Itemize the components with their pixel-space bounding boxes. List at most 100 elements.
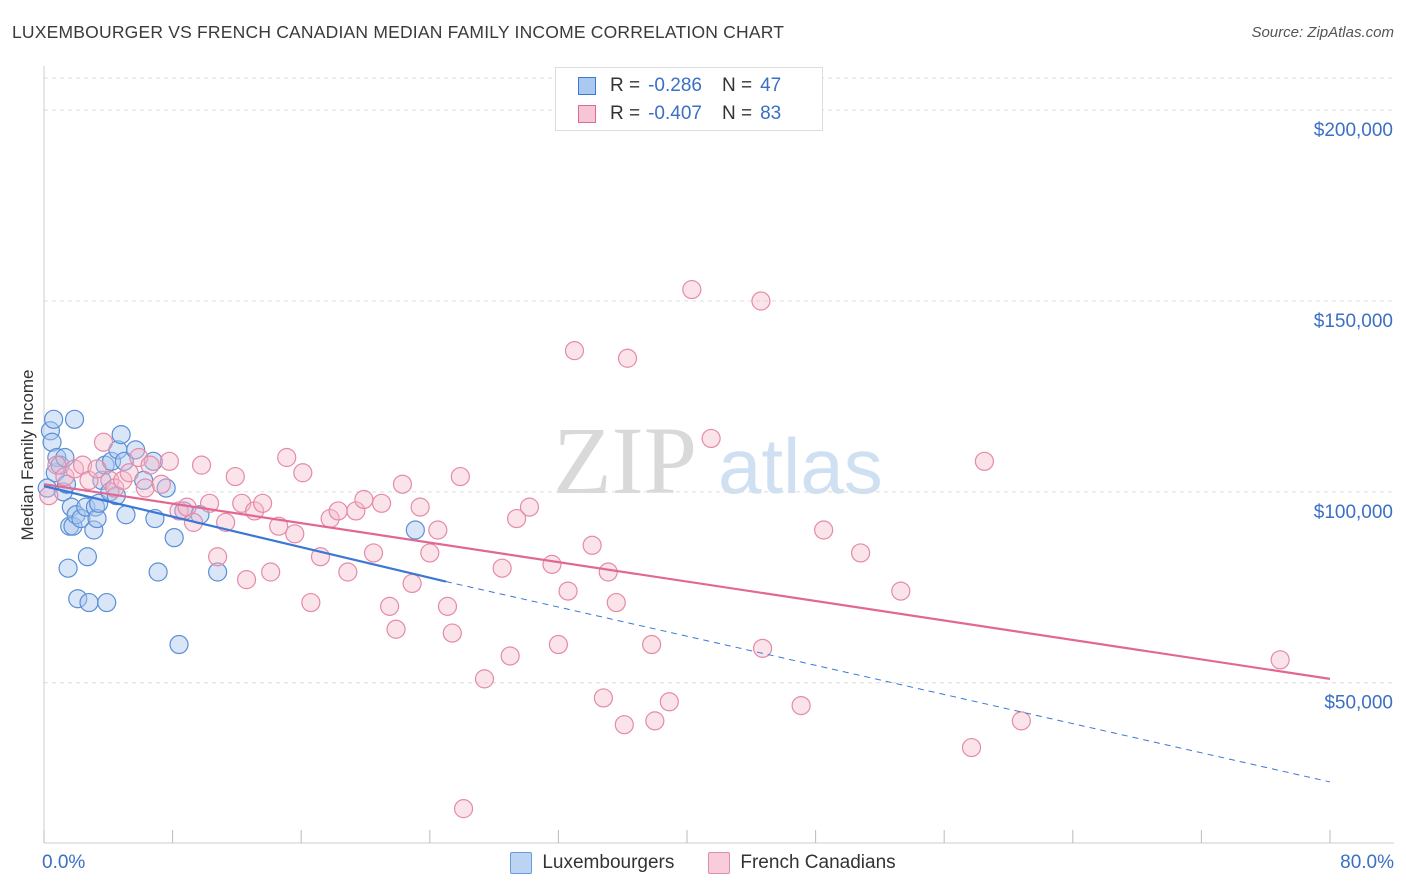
data-point: [519, 497, 540, 517]
series-luxembourgers: [37, 409, 425, 655]
data-point: [58, 558, 78, 578]
legend-swatch-pink: [578, 105, 596, 123]
series-legend-label: Luxembourgers: [542, 852, 675, 873]
data-point: [354, 489, 374, 510]
data-point: [346, 501, 366, 521]
data-point: [645, 711, 665, 731]
data-point: [606, 592, 626, 613]
legend-r-label: R =: [610, 103, 641, 124]
data-point: [437, 596, 458, 616]
y-tick-label: $50,000: [1324, 693, 1393, 714]
data-point: [974, 451, 994, 471]
data-point: [402, 573, 422, 594]
data-point: [77, 547, 98, 567]
data-point: [492, 558, 512, 578]
data-point: [119, 463, 139, 483]
data-point: [76, 497, 96, 517]
data-point: [791, 695, 811, 716]
data-point: [328, 501, 348, 521]
data-point: [71, 508, 91, 529]
data-point: [598, 562, 618, 582]
data-point: [682, 279, 702, 300]
data-point: [135, 478, 155, 498]
legend-row-luxembourgers: R = -0.286 N = 47: [578, 72, 781, 100]
data-point: [453, 799, 474, 819]
legend-swatch-blue: [578, 77, 596, 95]
data-point: [617, 348, 638, 368]
series-swatch-blue: [510, 852, 533, 874]
trend-line-blue: [43, 485, 447, 583]
series-legend: Luxembourgers French Canadians: [0, 852, 1406, 874]
legend-n-label: N =: [721, 103, 753, 124]
trend-line-pink: [43, 483, 1331, 680]
data-point: [148, 562, 168, 582]
data-point: [191, 455, 212, 475]
watermark-zip: ZIP: [553, 407, 697, 514]
data-point: [614, 715, 634, 735]
data-point: [159, 451, 179, 471]
data-point: [261, 562, 281, 582]
data-point: [420, 543, 440, 563]
data-point: [500, 646, 520, 666]
y-tick-label: $200,000: [1314, 120, 1393, 141]
data-point: [277, 447, 297, 468]
legend-r-value: -0.286: [648, 75, 702, 96]
data-point: [216, 512, 236, 532]
grid-lines: [44, 77, 1394, 684]
series-swatch-pink: [708, 852, 731, 874]
data-point: [208, 547, 228, 567]
data-point: [548, 634, 569, 655]
data-point: [79, 470, 99, 491]
legend-r-label: R =: [610, 75, 641, 96]
data-point: [542, 554, 562, 574]
data-point: [363, 543, 384, 563]
data-point: [42, 432, 62, 452]
data-point: [129, 447, 149, 468]
data-point: [68, 589, 88, 609]
data-point: [55, 466, 75, 487]
legend-n-value: 47: [760, 75, 782, 96]
data-point: [1011, 711, 1031, 731]
trend-line-blue-extension: [445, 581, 1331, 783]
correlation-legend: R = -0.286 N = 47 R = -0.407 N = 83: [555, 67, 823, 131]
data-point: [169, 634, 189, 655]
data-point: [380, 596, 400, 616]
data-point: [442, 623, 462, 643]
axes: [43, 66, 1394, 844]
series-french-canadians: [39, 279, 1290, 819]
y-tick-label: $100,000: [1314, 502, 1393, 523]
series-legend-luxembourgers: Luxembourgers: [510, 852, 674, 874]
data-point: [428, 520, 448, 540]
data-point: [208, 562, 228, 582]
x-tick-label-max: 80.0%: [1340, 852, 1394, 873]
data-point: [891, 581, 911, 601]
data-point: [93, 432, 114, 452]
data-point: [450, 466, 470, 487]
x-tick-label-min: 0.0%: [42, 852, 86, 873]
data-point: [164, 528, 184, 548]
data-point: [558, 581, 578, 601]
data-point: [814, 520, 834, 540]
data-point: [961, 737, 982, 758]
data-point: [410, 497, 430, 517]
data-point: [114, 451, 134, 471]
data-point: [564, 341, 585, 361]
legend-row-french-canadians: R = -0.407 N = 83: [578, 100, 781, 128]
data-point: [84, 520, 104, 540]
data-point: [474, 669, 495, 689]
data-point: [105, 478, 125, 498]
data-point: [851, 543, 871, 563]
data-point: [111, 424, 131, 445]
data-point: [1270, 650, 1290, 670]
data-point: [97, 592, 117, 613]
data-point: [301, 592, 321, 613]
data-point: [140, 455, 160, 475]
watermark-atlas: atlas: [718, 422, 883, 510]
data-point: [253, 493, 273, 513]
data-point: [64, 409, 85, 429]
data-point: [113, 470, 133, 491]
data-point: [642, 634, 662, 655]
trend-lines: [43, 483, 1331, 783]
data-point: [116, 505, 136, 525]
